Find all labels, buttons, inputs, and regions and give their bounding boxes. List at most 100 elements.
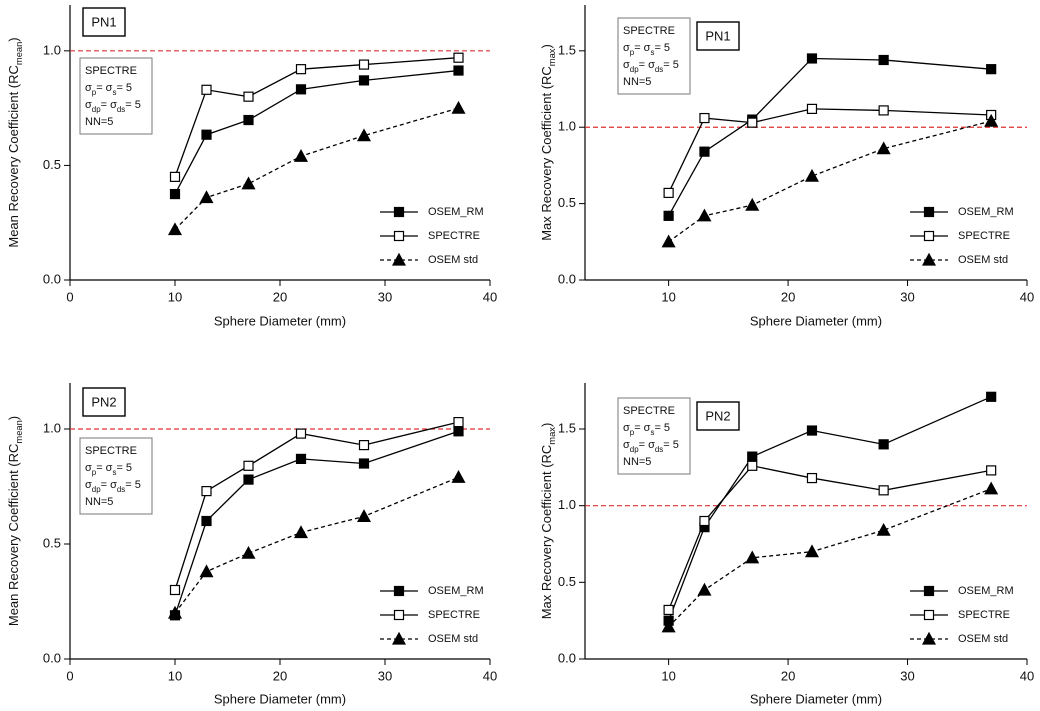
text-part: NN=5 [623,456,651,468]
subscript: max [547,427,557,445]
marker [358,458,370,469]
marker [747,117,758,128]
marker [243,91,254,102]
title-box [696,21,740,51]
y-axis-label: Max Recovery Coefficient (RCmax) [539,423,557,620]
marker [697,208,712,222]
marker [199,564,214,578]
y-tick-label: 0.0 [43,650,61,665]
marker [804,544,819,558]
annotation-box [79,437,153,515]
x-tick-label: 40 [1020,289,1034,304]
annotation-line: σdp= σds= 5 [85,99,141,114]
subscript: ds [655,445,663,454]
x-tick-label: 10 [661,668,675,683]
marker [453,65,464,76]
annotation-box [79,57,153,135]
legend-label: SPECTRE [958,609,1010,621]
subscript: s [650,428,654,437]
marker [663,604,674,616]
series-line [668,396,992,621]
x-tick-label: 40 [1020,668,1034,683]
marker [661,619,676,633]
marker [169,171,181,182]
subscript: dp [92,105,101,114]
text-part: σ [623,59,630,71]
annotation-line: σp= σs= 5 [623,42,670,57]
marker [699,515,710,527]
marker [878,439,889,450]
text-part: = σ [639,59,655,71]
legend-label: OSEM std [958,254,1008,266]
marker [876,141,891,155]
marker [243,474,254,485]
annotation-line: NN=5 [85,116,113,128]
text-part: SPECTRE [85,65,137,77]
text-part: σ [85,479,92,491]
text-part: = 5 [654,42,670,54]
annotation-line: σdp= σds= 5 [623,59,679,74]
subscript: dp [92,485,101,494]
subscript: ds [117,485,125,494]
marker [747,451,758,462]
marker [295,453,307,464]
y-tick-label: 0.5 [43,535,61,550]
marker [167,222,183,236]
marker [878,54,889,66]
marker [201,84,212,95]
x-tick-label: 0 [66,289,73,304]
text-part: ) [6,37,21,41]
annotation-line: σdp= σds= 5 [623,439,679,454]
marker [293,525,309,539]
annotation-line: NN=5 [85,496,113,508]
y-tick-label: 0.0 [558,271,576,286]
y-tick-label: 1.5 [558,42,576,57]
marker [878,485,889,496]
text-part: = 5 [125,99,141,111]
x-axis-label: Sphere Diameter (mm) [214,313,346,328]
legend-marker [393,585,405,597]
legend-label: OSEM_RM [428,585,484,597]
series-line [174,430,459,616]
legend-label: OSEM_RM [958,206,1014,218]
annotation-box [617,17,691,95]
y-tick-label: 0.5 [558,195,576,210]
subscript: s [650,48,654,57]
x-tick-label: 20 [781,668,795,683]
marker [201,129,212,140]
marker [745,197,760,211]
legend-label: SPECTRE [428,609,480,621]
annotation-line: SPECTRE [623,405,675,417]
y-tick-label: 1.5 [558,420,576,435]
marker [243,114,254,126]
legend-label: OSEM std [958,633,1008,645]
subscript: p [92,468,97,477]
text-part: σ [623,439,630,451]
x-axis-label: Sphere Diameter (mm) [750,313,882,328]
text-part: NN=5 [85,496,113,508]
text-part: SPECTRE [623,25,675,37]
marker [167,605,183,619]
chart-title: PN2 [705,408,730,423]
marker [169,188,181,200]
text-part: = 5 [663,59,679,71]
text-part: = 5 [654,422,670,434]
text-part: σ [85,82,92,94]
text-part: = 5 [663,439,679,451]
x-tick-label: 30 [378,668,392,683]
text-part: Mean Recovery Coefficient (RC [6,65,21,248]
marker [745,550,760,564]
legend-label: SPECTRE [958,230,1010,242]
annotation-line: σdp= σds= 5 [85,479,141,494]
y-tick-label: 1.0 [558,119,576,134]
annotation-box [617,397,691,475]
subscript: mean [14,420,24,443]
marker [663,187,674,199]
marker [295,84,307,95]
y-axis-label: Mean Recovery Coefficient (RCmean) [6,37,24,247]
marker [699,146,710,157]
subscript: dp [630,65,639,74]
marker [295,64,307,75]
annotation-line: σp= σs= 5 [85,82,132,97]
marker [984,481,999,495]
